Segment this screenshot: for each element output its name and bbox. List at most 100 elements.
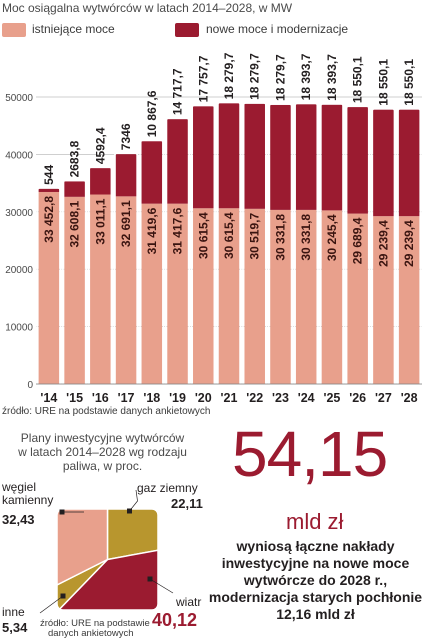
leader-wind-dot — [147, 576, 153, 582]
x-tick-label-0: '14 — [40, 391, 57, 405]
data-label-existing-14: 29 239,4 — [402, 220, 416, 267]
bar-outline-14 — [396, 107, 422, 384]
data-label-new-2: 4592,4 — [93, 127, 107, 164]
x-tick-label-3: '17 — [118, 391, 135, 405]
data-label-new-7: 18 279,7 — [222, 52, 236, 99]
leader-other — [39, 595, 64, 614]
bar-new-11 — [321, 104, 343, 211]
data-label-new-6: 17 757,7 — [196, 55, 210, 102]
bar-outline-2 — [87, 165, 113, 384]
legend-label-existing: istniejące moce — [32, 22, 115, 36]
bar-new-12 — [347, 107, 368, 214]
stacked-bar-chart: 0 10000 20000 30000 40000 50000 33 452,8 544 '14… — [5, 52, 422, 405]
highlight-unit: mld zł — [286, 509, 344, 534]
bar-new-6 — [193, 106, 214, 209]
data-label-existing-11: 30 245,4 — [325, 214, 339, 261]
data-label-new-8: 18 279,7 — [248, 53, 262, 100]
bar-existing-12 — [347, 213, 368, 384]
x-tick-label-8: '22 — [246, 391, 263, 405]
y-tick-label-40000: 40000 — [5, 150, 33, 161]
x-tick-label-13: '27 — [375, 391, 392, 405]
pie-label-gas: gaz ziemny — [137, 481, 198, 495]
bar-new-2 — [90, 168, 111, 195]
data-label-existing-8: 30 519,7 — [248, 212, 262, 259]
bar-new-13 — [373, 109, 394, 217]
bar-existing-0 — [38, 191, 60, 384]
bar-existing-3 — [115, 196, 137, 384]
y-tick-label-30000: 30000 — [5, 208, 33, 219]
bar-existing-11 — [321, 210, 343, 384]
y-tick-label-50000: 50000 — [5, 93, 33, 104]
x-tick-label-11: '25 — [323, 391, 340, 405]
bar-existing-7 — [218, 208, 240, 384]
bar-new-14 — [398, 109, 420, 217]
bar-outline-8 — [242, 101, 268, 384]
bar-outline-11 — [319, 102, 345, 384]
bar-outline-7 — [216, 101, 242, 384]
data-label-existing-0: 33 452,8 — [42, 196, 56, 243]
data-label-new-3: 7346 — [119, 123, 133, 150]
bar-existing-13 — [373, 216, 394, 384]
bar-existing-10 — [295, 209, 317, 384]
data-label-existing-4: 31 419,6 — [145, 207, 159, 254]
bar-new-8 — [244, 103, 265, 209]
pie-value-gas: 22,11 — [171, 496, 203, 511]
bar-outline-9 — [267, 102, 293, 384]
bar-existing-14 — [398, 216, 420, 384]
x-tick-label-1: '15 — [66, 391, 83, 405]
x-tick-label-6: '20 — [195, 391, 212, 405]
x-tick-label-10: '24 — [298, 391, 315, 405]
highlight-note: wyniosą łączne nakłady inwestycyjne na n… — [208, 538, 423, 622]
pie-frame — [56, 508, 159, 611]
data-label-existing-1: 32 608,1 — [68, 201, 82, 248]
bar-outline-1 — [62, 179, 88, 384]
bar-outline-5 — [165, 116, 191, 384]
pie-chart-title: Plany inwestycyjne wytwórców w latach 20… — [18, 431, 187, 473]
chart-title: Moc osiągalna wytwórców w latach 2014–20… — [2, 1, 293, 15]
data-label-new-10: 18 393,7 — [299, 53, 313, 100]
bar-outline-4 — [139, 139, 165, 384]
data-label-new-12: 18 550,1 — [351, 56, 365, 103]
highlight-value: 54,15 — [232, 418, 388, 490]
bar-outline-0 — [36, 186, 62, 384]
leader-coal-dot — [59, 509, 65, 515]
legend-swatch-new — [175, 23, 199, 37]
pie-label-wind: wiatr — [176, 595, 202, 609]
data-label-new-13: 18 550,1 — [376, 59, 390, 106]
data-label-new-9: 18 279,7 — [273, 54, 287, 101]
data-label-existing-6: 30 615,4 — [196, 212, 210, 259]
x-tick-label-5: '19 — [169, 391, 186, 405]
x-tick-label-2: '16 — [92, 391, 109, 405]
leader-wind — [149, 578, 174, 594]
pie-value-wind: 40,12 — [152, 610, 198, 630]
legend-swatch-existing — [2, 23, 26, 37]
data-label-existing-9: 30 331,8 — [273, 214, 287, 261]
bar-chart-source: źródło: URE na podstawie danych ankietow… — [2, 406, 211, 417]
leader-gas-dot — [127, 508, 132, 514]
data-label-new-14: 18 550,1 — [402, 59, 416, 106]
data-label-new-11: 18 393,7 — [325, 54, 339, 101]
y-tick-label-10000: 10000 — [5, 323, 33, 334]
data-label-existing-2: 33 011,1 — [93, 198, 107, 244]
bar-outline-10 — [293, 102, 319, 384]
bar-existing-5 — [167, 203, 188, 384]
x-tick-label-7: '21 — [221, 391, 238, 405]
pie-value-coal: 32,43 — [2, 512, 35, 527]
bar-existing-4 — [141, 203, 163, 384]
bar-new-4 — [141, 141, 163, 204]
bar-new-10 — [295, 104, 317, 210]
x-tick-label-14: '28 — [401, 391, 418, 405]
pie-label-coal: węgiel kamienny — [2, 480, 54, 507]
bar-new-1 — [64, 181, 85, 197]
data-label-existing-10: 30 331,8 — [299, 214, 313, 261]
bar-outline-12 — [345, 104, 371, 384]
bar-existing-1 — [64, 196, 85, 384]
bar-outline-13 — [370, 107, 396, 384]
x-tick-label-9: '23 — [272, 391, 289, 405]
bar-outline-3 — [113, 151, 139, 384]
data-label-existing-5: 31 417,6 — [171, 207, 185, 254]
legend-label-new: nowe moce i modernizacje — [206, 22, 349, 36]
pie-value-other: 5,34 — [2, 620, 28, 635]
bar-existing-6 — [193, 208, 214, 384]
data-label-existing-13: 29 239,4 — [376, 220, 390, 267]
